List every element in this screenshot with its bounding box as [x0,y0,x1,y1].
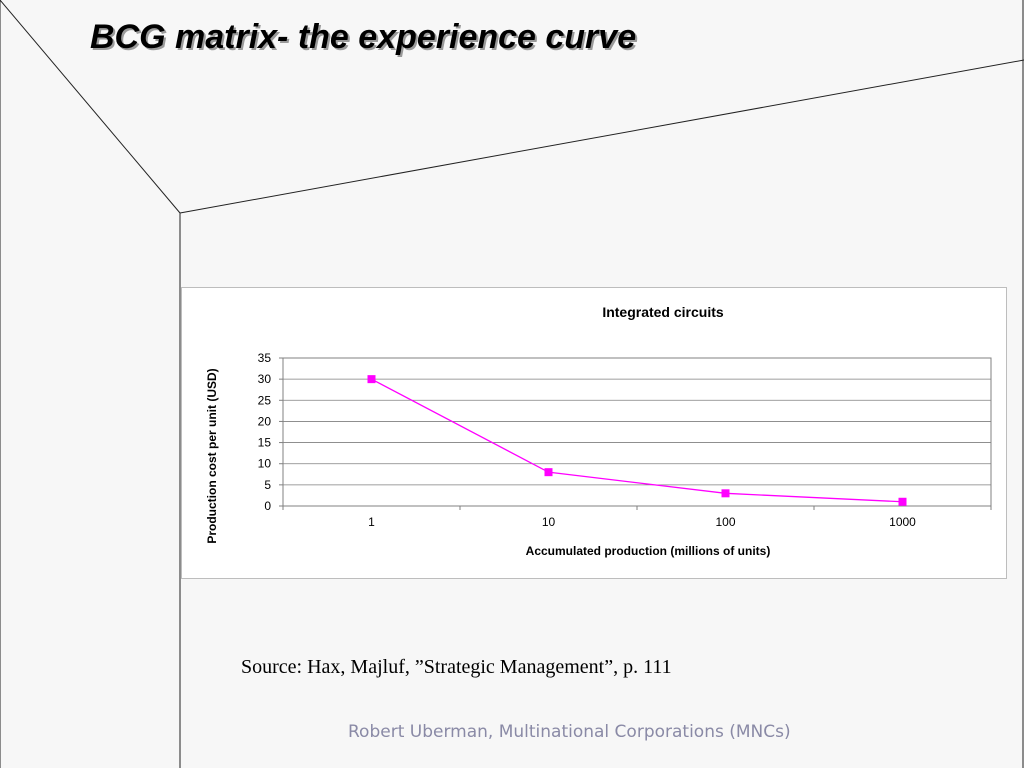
data-point [898,497,907,506]
x-axis-label: Accumulated production (millions of unit… [526,544,771,558]
x-tick-label: 10 [542,515,556,529]
y-tick-label: 35 [258,351,272,365]
y-tick-label: 25 [258,393,272,407]
x-tick-label: 1 [368,515,375,529]
data-point [721,489,730,498]
y-tick-label: 10 [258,457,272,471]
experience-curve-chart: 0 5 10 15 20 25 30 35 1 10 100 1000 Integrated circu… [205,304,992,558]
plot-area [282,357,992,507]
source-citation: Source: Hax, Majluf, ”Strategic Manageme… [241,656,672,678]
data-point [544,468,553,477]
series-line [371,378,903,503]
y-tick-label: 20 [258,414,272,428]
chart-title: Integrated circuits [602,304,724,320]
y-tick-label: 30 [258,372,272,386]
y-tick-label: 0 [264,499,271,513]
y-tick-label: 15 [258,436,272,450]
chart-container: 0 5 10 15 20 25 30 35 1 10 100 1000 Integrated circu… [181,287,1007,579]
data-point [367,375,376,384]
y-tick-label: 5 [264,478,271,492]
slide-footer: Robert Uberman, Multinational Corporatio… [348,722,791,742]
x-tick-label: 1000 [889,515,916,529]
slide-title: BCG matrix- the experience curve [90,18,637,56]
x-tick-label: 100 [715,515,735,529]
y-axis-label: Production cost per unit (USD) [205,368,219,543]
